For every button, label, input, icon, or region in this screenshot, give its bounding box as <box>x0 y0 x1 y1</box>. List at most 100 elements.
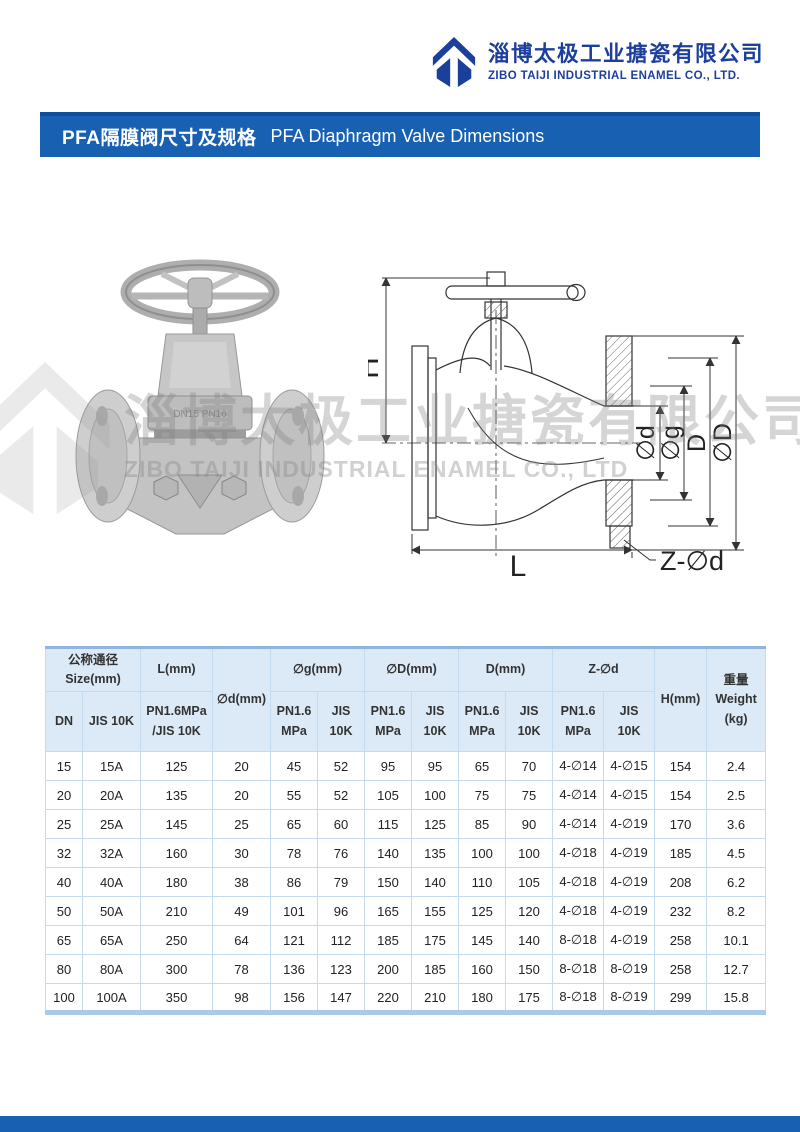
cell-z-jis: 4-∅19 <box>603 809 656 839</box>
cell-D-pn: 85 <box>458 809 507 839</box>
cell-D-jis: 105 <box>505 867 554 897</box>
cell-z-pn: 4-∅14 <box>552 809 605 839</box>
cell-H: 232 <box>654 896 708 926</box>
cell-Douter-pn: 220 <box>364 983 413 1013</box>
cell-weight: 4.5 <box>706 838 767 868</box>
cell-z-pn: 4-∅18 <box>552 896 605 926</box>
cell-L: 145 <box>140 809 214 839</box>
col-z-pn: PN1.6 MPa <box>552 691 605 752</box>
cell-Douter-pn: 105 <box>364 780 413 810</box>
footer-bar <box>0 1116 800 1132</box>
cell-weight: 15.8 <box>706 983 767 1013</box>
col-jis10k: JIS 10K <box>81 691 142 752</box>
cell-jis: 40A <box>81 867 142 897</box>
cell-weight: 6.2 <box>706 867 767 897</box>
table-row: 50 50A 210 49 101 96 165 155 125 120 4-∅… <box>45 896 767 926</box>
brand-header: 淄博太极工业搪瓷有限公司 ZIBO TAIJI INDUSTRIAL ENAME… <box>430 34 764 90</box>
cell-z-pn: 4-∅14 <box>552 751 605 781</box>
cell-L: 160 <box>140 838 214 868</box>
cell-g-jis: 147 <box>317 983 366 1013</box>
cell-D-jis: 70 <box>505 751 554 781</box>
cell-D-pn: 180 <box>458 983 507 1013</box>
cell-Douter-pn: 115 <box>364 809 413 839</box>
dim-label-DD: ∅D <box>709 423 737 463</box>
section-title-zh: PFA隔膜阀尺寸及规格 <box>62 128 257 149</box>
cell-z-jis: 4-∅19 <box>603 838 656 868</box>
cell-dn: 65 <box>45 925 83 955</box>
cell-L: 135 <box>140 780 214 810</box>
cell-H: 185 <box>654 838 708 868</box>
cell-L: 180 <box>140 867 214 897</box>
cell-D-pn: 160 <box>458 954 507 984</box>
col-g-pn: PN1.6 MPa <box>270 691 319 752</box>
cell-dn: 25 <box>45 809 83 839</box>
cell-g-jis: 112 <box>317 925 366 955</box>
cell-L: 125 <box>140 751 214 781</box>
cell-d: 38 <box>212 867 272 897</box>
section-title-en: PFA Diaphragm Valve Dimensions <box>270 126 545 146</box>
cell-d: 49 <box>212 896 272 926</box>
cell-H: 258 <box>654 925 708 955</box>
cell-d: 20 <box>212 780 272 810</box>
cell-Douter-pn: 165 <box>364 896 413 926</box>
cell-D-jis: 150 <box>505 954 554 984</box>
cell-L: 250 <box>140 925 214 955</box>
cell-z-pn: 8-∅18 <box>552 954 605 984</box>
cell-g-jis: 79 <box>317 867 366 897</box>
cell-g-jis: 123 <box>317 954 366 984</box>
col-g: ∅g(mm) <box>270 647 366 692</box>
cell-d: 25 <box>212 809 272 839</box>
col-L: L(mm) <box>140 647 214 692</box>
table-row: 20 20A 135 20 55 52 105 100 75 75 4-∅14 … <box>45 780 767 810</box>
cell-g-jis: 96 <box>317 896 366 926</box>
cell-jis: 65A <box>81 925 142 955</box>
col-d: ∅d(mm) <box>212 647 272 752</box>
cell-jis: 15A <box>81 751 142 781</box>
cell-g-pn: 86 <box>270 867 319 897</box>
section-title-bar: PFA隔膜阀尺寸及规格 PFA Diaphragm Valve Dimensio… <box>40 112 760 157</box>
company-name-zh: 淄博太极工业搪瓷有限公司 <box>487 41 764 66</box>
table-row: 100 100A 350 98 156 147 220 210 180 175 … <box>45 983 767 1013</box>
col-D-jis: JIS 10K <box>505 691 554 752</box>
cell-D-jis: 175 <box>505 983 554 1013</box>
cell-H: 154 <box>654 751 708 781</box>
cell-z-pn: 8-∅18 <box>552 983 605 1013</box>
table-row: 32 32A 160 30 78 76 140 135 100 100 4-∅1… <box>45 838 767 868</box>
cell-D-pn: 65 <box>458 751 507 781</box>
cell-g-pn: 156 <box>270 983 319 1013</box>
cell-z-jis: 4-∅15 <box>603 780 656 810</box>
cell-D-jis: 120 <box>505 896 554 926</box>
col-size: 公称通径 Size(mm) <box>44 647 142 692</box>
cell-d: 64 <box>212 925 272 955</box>
cell-z-pn: 4-∅18 <box>552 838 605 868</box>
valve-dimension-drawing: H L ∅d ∅g D ∅D Z-∅d <box>368 271 744 582</box>
cell-D-pn: 125 <box>458 896 507 926</box>
dim-label-D: D <box>683 434 711 452</box>
cell-Douter-pn: 200 <box>364 954 413 984</box>
cell-dn: 40 <box>45 867 83 897</box>
cell-D-pn: 75 <box>458 780 507 810</box>
col-dn: DN <box>45 691 83 752</box>
cell-L: 350 <box>140 983 214 1013</box>
cell-weight: 2.5 <box>706 780 767 810</box>
col-L-sub: PN1.6MPa /JIS 10K <box>140 691 214 752</box>
cell-g-pn: 121 <box>270 925 319 955</box>
cell-weight: 12.7 <box>706 954 767 984</box>
emboss-top: DN15 PN16 <box>173 409 227 420</box>
cell-Douter-pn: 150 <box>364 867 413 897</box>
col-Douter-pn: PN1.6 MPa <box>364 691 413 752</box>
cell-weight: 2.4 <box>706 751 767 781</box>
col-D-pn: PN1.6 MPa <box>458 691 507 752</box>
table-header: 公称通径 Size(mm) L(mm) ∅d(mm) ∅g(mm) ∅D(mm)… <box>44 647 767 752</box>
cell-d: 98 <box>212 983 272 1013</box>
cell-d: 20 <box>212 751 272 781</box>
cell-jis: 25A <box>81 809 142 839</box>
col-z-jis: JIS 10K <box>603 691 656 752</box>
cell-H: 170 <box>654 809 708 839</box>
table-row: 80 80A 300 78 136 123 200 185 160 150 8-… <box>45 954 767 984</box>
cell-L: 210 <box>140 896 214 926</box>
cell-H: 299 <box>654 983 708 1013</box>
cell-Douter-jis: 95 <box>411 751 460 781</box>
cell-d: 78 <box>212 954 272 984</box>
